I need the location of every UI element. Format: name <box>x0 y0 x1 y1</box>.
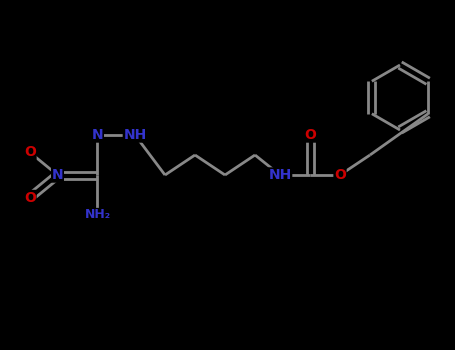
Text: O: O <box>304 128 316 142</box>
Text: N: N <box>52 168 63 182</box>
Text: O: O <box>24 190 36 204</box>
Text: O: O <box>334 168 346 182</box>
Text: NH₂: NH₂ <box>85 209 111 222</box>
Text: NH: NH <box>123 128 147 142</box>
Text: NH: NH <box>268 168 292 182</box>
Text: O: O <box>24 146 36 160</box>
Text: N: N <box>92 128 103 142</box>
